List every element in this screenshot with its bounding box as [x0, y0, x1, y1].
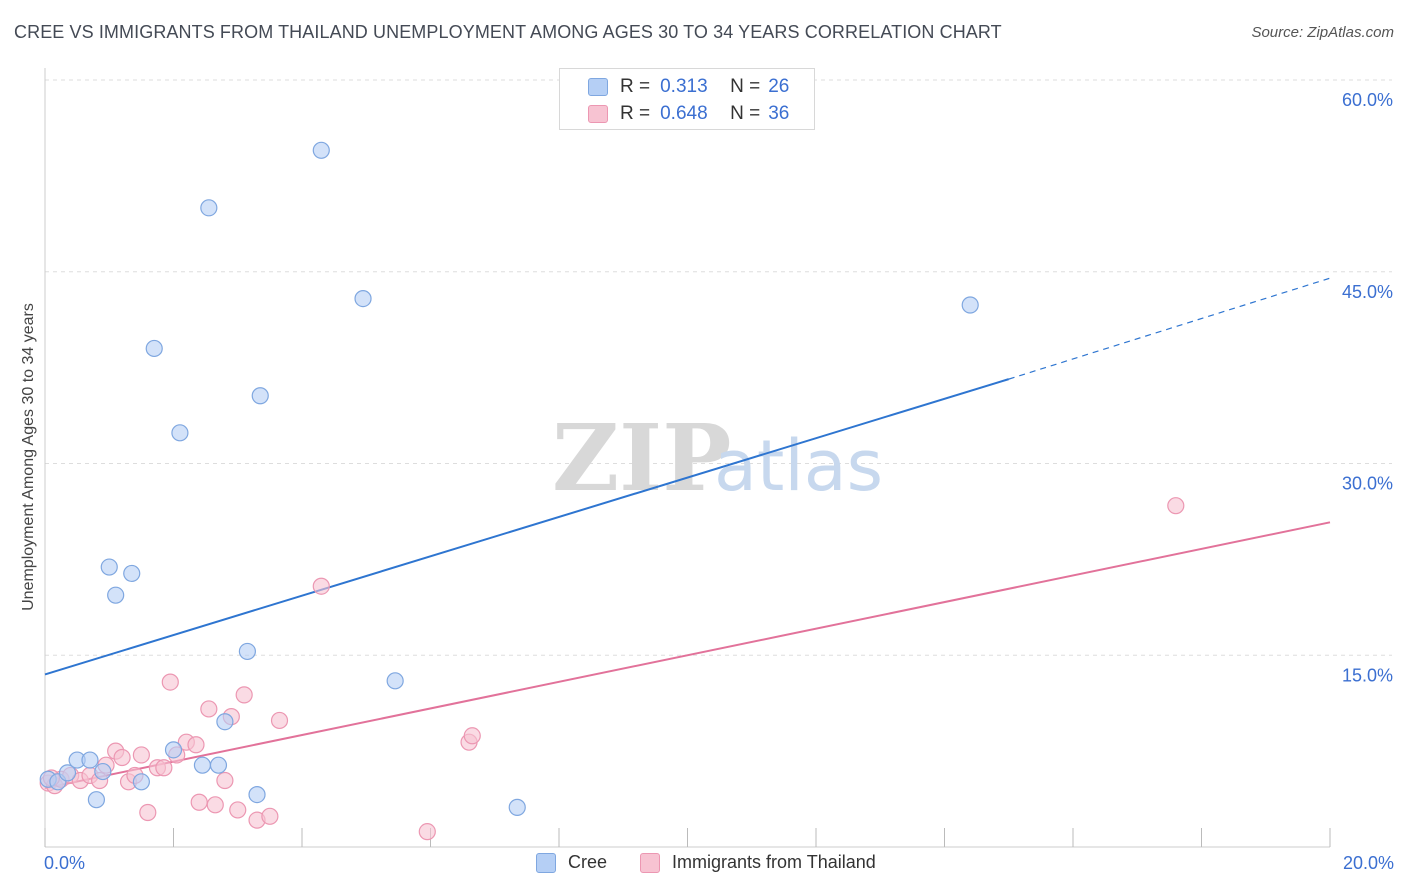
point-cree: [87, 791, 106, 809]
trendline-thailand: [44, 521, 1331, 790]
point-thailand: [270, 711, 289, 730]
point-cree: [200, 199, 218, 217]
trendlines: [44, 277, 1331, 790]
legend-row-thailand: R = 0.648 N = 36: [560, 101, 789, 127]
point-cree: [209, 756, 228, 774]
y-tick-label: 60.0%: [1342, 90, 1393, 110]
point-cree: [132, 773, 150, 791]
y-tick-label: 45.0%: [1342, 282, 1393, 302]
source-label: Source: ZipAtlas.com: [1251, 24, 1394, 41]
point-thailand: [312, 577, 330, 595]
correlation-legend: R = 0.313 N = 26 R = 0.648 N = 36: [559, 68, 815, 130]
trendline-cree-extension: [1008, 277, 1331, 380]
legend-r-value: 0.313: [660, 76, 708, 97]
point-cree: [123, 564, 141, 583]
legend-item-cree[interactable]: Cree: [536, 852, 607, 873]
point-cree: [164, 741, 183, 759]
point-cree: [81, 751, 99, 769]
legend-row-cree: R = 0.313 N = 26: [560, 74, 789, 100]
point-cree: [171, 424, 189, 442]
point-thailand: [113, 748, 131, 767]
y-tick-label: 30.0%: [1342, 474, 1393, 494]
y-axis-label-container: Unemployment Among Ages 30 to 34 years: [16, 262, 42, 652]
legend-n-value: 26: [768, 76, 790, 97]
legend-r-value: 0.648: [660, 103, 708, 124]
point-cree: [238, 642, 256, 661]
point-thailand: [463, 727, 481, 745]
legend-n-label: N =: [730, 103, 761, 124]
point-thailand: [1167, 497, 1185, 515]
legend-label-cree: Cree: [568, 852, 608, 872]
point-cree: [107, 586, 125, 604]
point-cree: [312, 141, 330, 159]
gridlines: [45, 79, 1392, 656]
legend-swatch-thailand: [588, 105, 608, 123]
point-thailand: [200, 700, 218, 718]
data-points: [39, 141, 1185, 841]
point-thailand: [187, 736, 205, 754]
legend-r-label: R =: [620, 76, 651, 97]
legend-swatch-cree: [536, 852, 556, 873]
point-cree: [248, 785, 266, 804]
point-cree: [94, 762, 112, 781]
point-cree: [193, 756, 212, 774]
point-cree: [216, 713, 234, 731]
y-axis-label: Unemployment Among Ages 30 to 34 years: [20, 303, 37, 611]
watermark-zip: ZIP: [552, 404, 731, 512]
series-legend: Cree Immigrants from Thailand: [0, 852, 1406, 878]
point-thailand: [155, 759, 173, 777]
x-tick-label: 20.0%: [1343, 853, 1394, 873]
point-thailand: [229, 801, 247, 819]
point-cree: [100, 558, 118, 576]
point-thailand: [235, 686, 253, 704]
x-tick-label: 0.0%: [44, 853, 85, 873]
chart-title: CREE VS IMMIGRANTS FROM THAILAND UNEMPLO…: [14, 22, 1002, 42]
legend-item-thailand[interactable]: Immigrants from Thailand: [640, 852, 876, 873]
point-thailand: [161, 673, 179, 691]
tick-labels: 15.0% 30.0% 45.0% 60.0% 0.0% 20.0%: [44, 90, 1394, 873]
point-thailand: [216, 771, 234, 790]
point-cree: [508, 798, 526, 816]
point-thailand: [190, 793, 208, 811]
legend-n-value: 36: [768, 103, 790, 124]
point-cree: [961, 296, 979, 314]
legend-swatch-thailand: [640, 852, 660, 873]
watermark-atlas: atlas: [714, 425, 883, 507]
point-cree: [58, 764, 77, 782]
point-thailand: [139, 803, 157, 822]
point-cree: [354, 289, 372, 308]
point-cree: [145, 339, 163, 358]
point-cree: [386, 672, 404, 690]
y-tick-label: 15.0%: [1342, 665, 1393, 685]
legend-label-thailand: Immigrants from Thailand: [672, 852, 876, 872]
legend-swatch-cree: [588, 78, 608, 96]
point-thailand: [261, 807, 279, 825]
legend-n-label: N =: [730, 76, 761, 97]
point-cree: [251, 387, 269, 405]
trendline-cree: [44, 378, 1010, 676]
point-thailand: [206, 796, 224, 814]
legend-r-label: R =: [620, 103, 651, 124]
point-thailand: [132, 746, 150, 764]
point-thailand: [418, 823, 436, 841]
